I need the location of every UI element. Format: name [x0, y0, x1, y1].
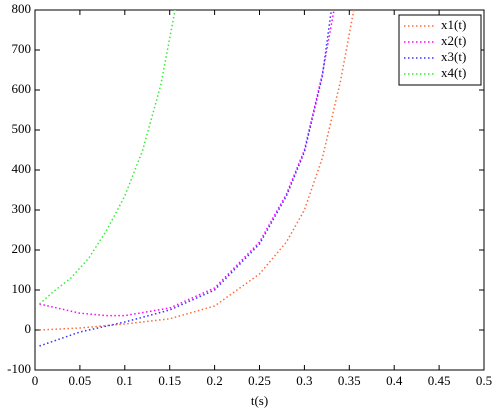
y-tick-label: 100 — [12, 281, 32, 296]
x-tick-label: 0.45 — [428, 373, 451, 388]
x-tick-label: 0.4 — [386, 373, 403, 388]
x-tick-label: 0.2 — [206, 373, 222, 388]
y-tick-label: 300 — [12, 201, 32, 216]
x-tick-label: 0.05 — [69, 373, 92, 388]
x-tick-label: 0.5 — [476, 373, 492, 388]
y-tick-label: -100 — [7, 361, 31, 376]
legend-label: x1(t) — [441, 17, 466, 32]
y-tick-label: 500 — [12, 121, 32, 136]
x-tick-label: 0.3 — [296, 373, 312, 388]
series-line — [38, 9, 176, 305]
y-tick-label: 0 — [25, 321, 32, 336]
y-tick-label: 200 — [12, 241, 32, 256]
x-tick-label: 0.25 — [248, 373, 271, 388]
x-tick-label: 0.35 — [338, 373, 361, 388]
legend-label: x3(t) — [441, 49, 466, 64]
x-tick-label: 0.1 — [117, 373, 133, 388]
x-tick-label: 0 — [32, 373, 39, 388]
x-tick-label: 0.15 — [158, 373, 181, 388]
y-tick-label: 700 — [12, 41, 32, 56]
y-tick-label: 800 — [12, 1, 32, 16]
series-line — [39, 9, 335, 317]
legend-box — [398, 14, 482, 86]
y-tick-label: 600 — [12, 81, 32, 96]
series-line — [39, 9, 333, 347]
x-axis-label: t(s) — [251, 393, 268, 408]
legend-label: x4(t) — [441, 65, 466, 80]
legend-label: x2(t) — [441, 33, 466, 48]
y-tick-label: 400 — [12, 161, 32, 176]
series-line — [39, 9, 355, 331]
